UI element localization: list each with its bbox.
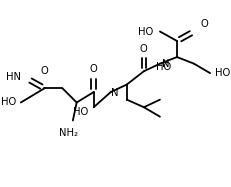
Text: HO: HO bbox=[137, 27, 153, 36]
Text: HO: HO bbox=[1, 97, 16, 108]
Text: HO: HO bbox=[214, 68, 229, 78]
Text: O: O bbox=[89, 64, 97, 74]
Text: O: O bbox=[200, 19, 207, 29]
Text: NH₂: NH₂ bbox=[58, 128, 77, 138]
Text: HN: HN bbox=[6, 72, 21, 82]
Text: O: O bbox=[139, 44, 147, 53]
Text: HO: HO bbox=[155, 62, 171, 71]
Text: HO: HO bbox=[73, 107, 88, 117]
Text: N: N bbox=[161, 59, 169, 69]
Text: O: O bbox=[40, 66, 48, 76]
Text: N: N bbox=[110, 88, 118, 98]
